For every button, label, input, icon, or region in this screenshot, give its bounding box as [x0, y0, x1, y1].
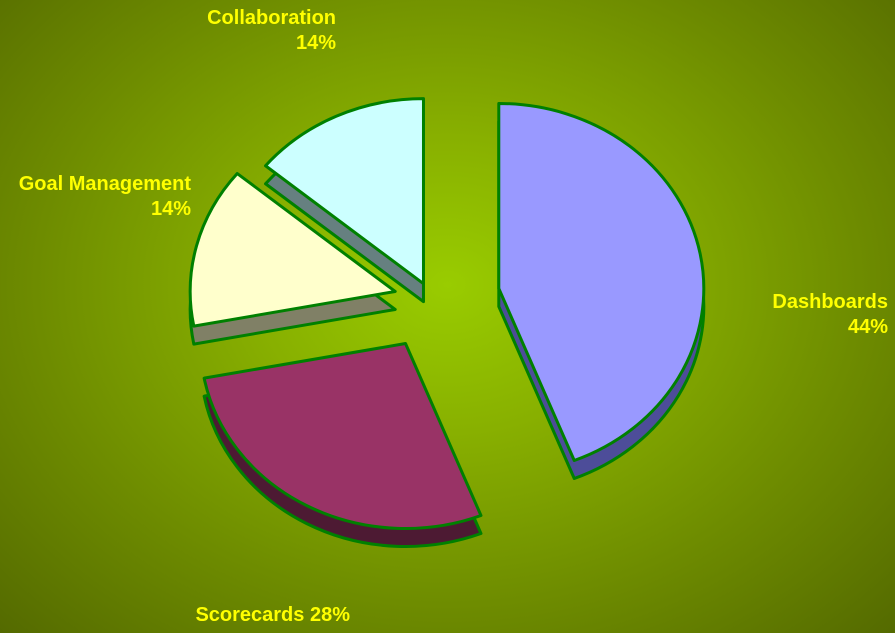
category-label: Scorecards: [195, 604, 305, 626]
category-label: Collaboration: [207, 7, 336, 29]
data-label: Dashboards 44%: [772, 290, 888, 340]
data-label: Scorecards 28%: [195, 603, 350, 628]
slice: [188, 172, 397, 328]
value-label: 14%: [295, 32, 336, 54]
value-label: 14%: [150, 198, 191, 220]
category-label: Dashboards: [772, 291, 888, 313]
value-label: 44%: [847, 316, 888, 338]
data-label: Goal Management 14%: [1, 172, 191, 222]
category-label: Goal Management: [18, 173, 191, 195]
value-label: 28%: [309, 604, 350, 626]
data-label: Collaboration 14%: [207, 6, 336, 56]
slice: [202, 341, 483, 530]
slice: [264, 97, 425, 286]
slice: [497, 102, 706, 463]
